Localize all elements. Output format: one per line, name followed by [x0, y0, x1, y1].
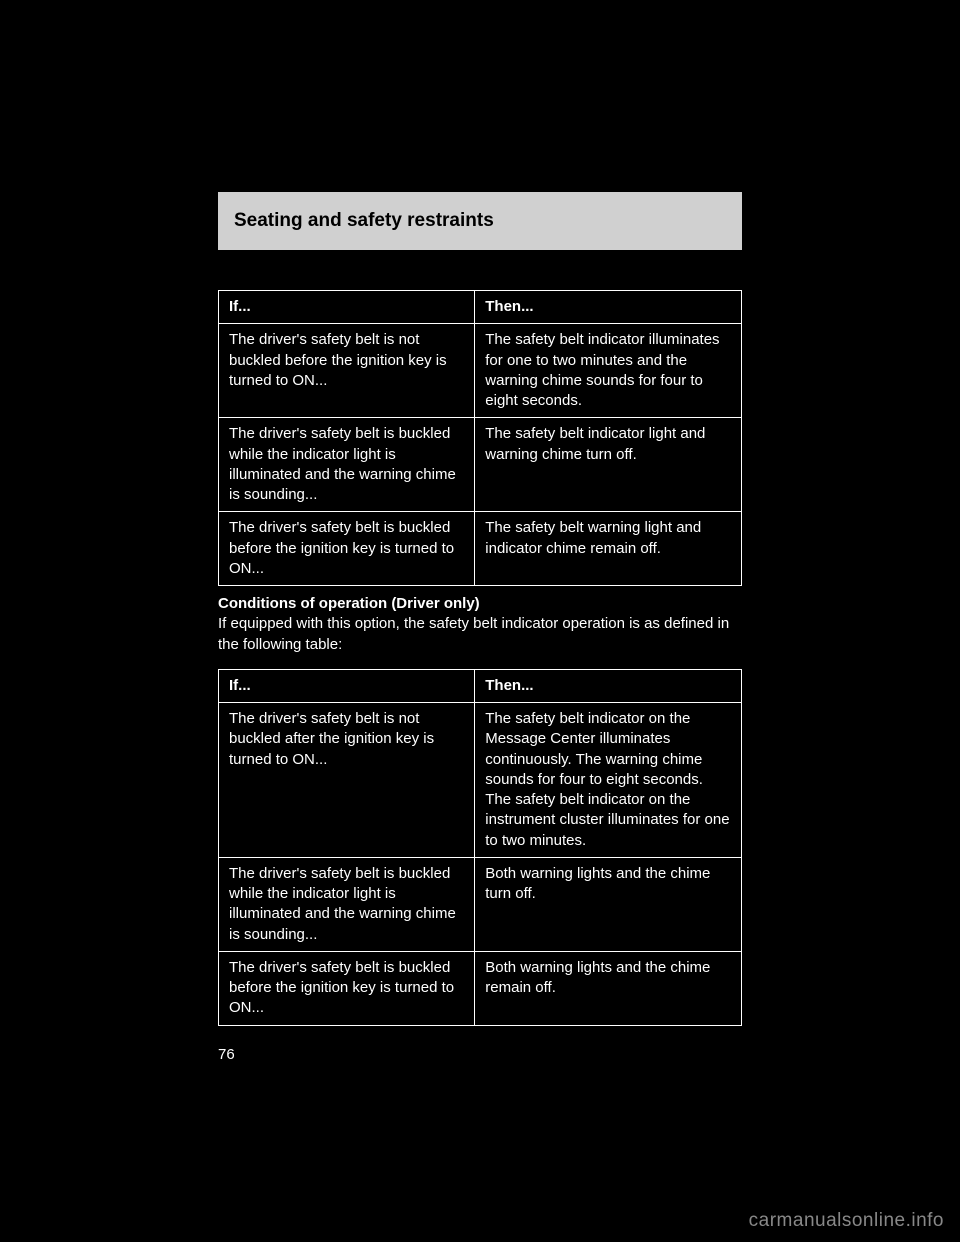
watermark-text: carmanualsonline.info — [749, 1210, 944, 1232]
conditions-table-1: If... Then... The driver's safety belt i… — [218, 290, 742, 586]
table-cell: The safety belt indicator illuminates fo… — [475, 324, 742, 418]
table-row: The driver's safety belt is buckled whil… — [219, 857, 742, 951]
table-header-then: Then... — [475, 669, 742, 702]
table-cell: Both warning lights and the chime turn o… — [475, 857, 742, 951]
section-intro: Conditions of operation (Driver only) If… — [218, 594, 742, 655]
table-row: The driver's safety belt is buckled befo… — [219, 512, 742, 586]
table-cell: The driver's safety belt is buckled befo… — [219, 951, 475, 1025]
table-cell: The safety belt indicator on the Message… — [475, 703, 742, 858]
conditions-table-2: If... Then... The driver's safety belt i… — [218, 669, 742, 1026]
table-cell: Both warning lights and the chime remain… — [475, 951, 742, 1025]
content-area: If... Then... The driver's safety belt i… — [218, 290, 742, 1034]
table-cell: The safety belt warning light and indica… — [475, 512, 742, 586]
table-row: The driver's safety belt is buckled befo… — [219, 951, 742, 1025]
table-header-if: If... — [219, 669, 475, 702]
table-cell: The driver's safety belt is buckled befo… — [219, 512, 475, 586]
page-number: 76 — [218, 1046, 235, 1063]
table-header-row: If... Then... — [219, 669, 742, 702]
table-header-then: Then... — [475, 291, 742, 324]
table-cell: The safety belt indicator light and warn… — [475, 418, 742, 512]
table-row: The driver's safety belt is buckled whil… — [219, 418, 742, 512]
table-cell: The driver's safety belt is not buckled … — [219, 324, 475, 418]
table-row: The driver's safety belt is not buckled … — [219, 324, 742, 418]
section-heading: Conditions of operation (Driver only) — [218, 595, 480, 612]
table-cell: The driver's safety belt is buckled whil… — [219, 857, 475, 951]
table-header-if: If... — [219, 291, 475, 324]
table-row: The driver's safety belt is not buckled … — [219, 703, 742, 858]
table-header-row: If... Then... — [219, 291, 742, 324]
table-cell: The driver's safety belt is not buckled … — [219, 703, 475, 858]
page-header-title: Seating and safety restraints — [234, 210, 494, 232]
page-header: Seating and safety restraints — [218, 192, 742, 250]
table-cell: The driver's safety belt is buckled whil… — [219, 418, 475, 512]
section-subtext: If equipped with this option, the safety… — [218, 615, 729, 652]
